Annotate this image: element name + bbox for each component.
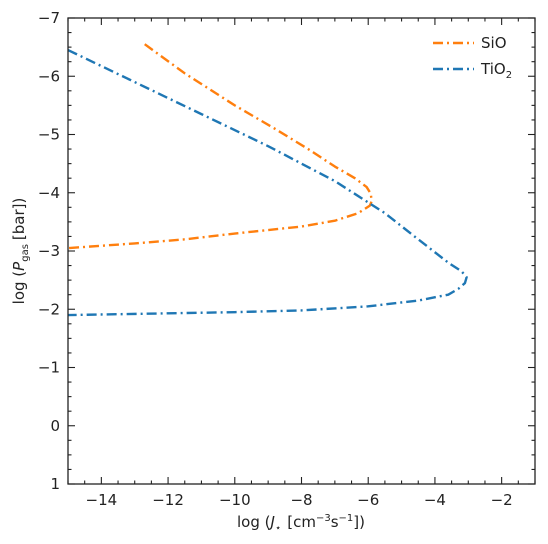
y-tick-label: 0 bbox=[50, 417, 60, 435]
tick-label-layer: −14 −12 −10 −8 −6 −4 −2−7−6−5−4−3−2−101 bbox=[38, 9, 513, 509]
x-tick-label: −6 bbox=[357, 491, 379, 509]
legend-label-tio2: TiO2 bbox=[480, 60, 512, 81]
legend: SiO TiO2 bbox=[433, 34, 512, 81]
y-tick-label: −6 bbox=[38, 67, 60, 85]
series-layer bbox=[67, 43, 468, 317]
plot-frame bbox=[67, 17, 536, 485]
y-tick-label: −1 bbox=[38, 359, 60, 377]
tick-layer bbox=[67, 17, 536, 485]
y-tick-label: −3 bbox=[38, 242, 60, 260]
x-tick-label: −4 bbox=[424, 491, 446, 509]
x-tick-label: −12 bbox=[152, 491, 184, 509]
x-tick-label: −8 bbox=[290, 491, 312, 509]
y-tick-label: −4 bbox=[38, 184, 60, 202]
y-axis-label: log (Pgas[bar]) bbox=[10, 198, 31, 305]
x-tick-label: −14 bbox=[86, 491, 118, 509]
x-tick-label: −10 bbox=[219, 491, 251, 509]
series-line-sio bbox=[67, 43, 373, 250]
y-tick-label: −5 bbox=[38, 126, 60, 144]
x-axis-label: log (J⋆ [cm−3s−1]) bbox=[237, 513, 365, 534]
legend-label-sio: SiO bbox=[481, 34, 507, 52]
y-tick-label: −7 bbox=[38, 9, 60, 27]
x-tick-label: −2 bbox=[491, 491, 513, 509]
y-tick-label: 1 bbox=[50, 475, 60, 493]
series-line-tio2 bbox=[67, 48, 468, 317]
y-tick-label: −2 bbox=[38, 300, 60, 318]
